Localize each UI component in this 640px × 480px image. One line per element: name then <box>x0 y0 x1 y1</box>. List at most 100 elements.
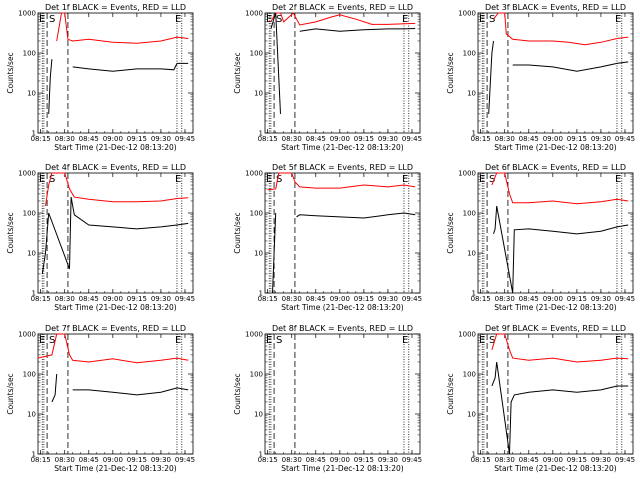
panel-3: Det 3f BLACK = Events, RED = LLD 1 10 100 10… <box>446 3 635 152</box>
marker-e-end: E <box>615 14 621 25</box>
y-tick-label: 1 <box>32 130 36 138</box>
y-tick-label: 1000 <box>245 170 263 178</box>
series-lld <box>493 12 629 46</box>
x-tick-label: 09:30 <box>151 295 171 303</box>
y-axis-label: Counts/sec <box>446 212 455 253</box>
marker-s: S <box>276 174 282 185</box>
marker-e-end: E <box>402 174 408 185</box>
marker-e: E <box>266 174 272 185</box>
x-tick-label: 09:15 <box>354 456 374 464</box>
marker-s: S <box>489 335 495 346</box>
y-tick-label: 1000 <box>245 10 263 18</box>
x-tick-label: 09:45 <box>615 295 635 303</box>
x-tick-label: 09:00 <box>543 456 563 464</box>
x-tick-label: 08:45 <box>306 295 326 303</box>
y-tick-label: 100 <box>463 371 476 379</box>
x-axis-label: Start Time (21-Dec-12 08:13:20) <box>54 143 176 152</box>
x-axis-label: Start Time (21-Dec-12 08:13:20) <box>54 303 176 312</box>
series-events <box>48 59 189 114</box>
panel-5: Det 5f BLACK = Events, RED = LLD 1 10 100 10… <box>233 163 422 312</box>
x-tick-label: 09:00 <box>330 135 350 143</box>
plot-frame <box>37 333 194 455</box>
y-tick-label: 10 <box>467 90 476 98</box>
marker-s: S <box>49 174 55 185</box>
plot-frame <box>264 172 421 294</box>
plot-frame <box>477 12 634 134</box>
x-tick-label: 08:45 <box>519 135 539 143</box>
series-events <box>270 12 416 114</box>
x-tick-label: 08:30 <box>282 456 302 464</box>
plot-frame <box>37 172 194 294</box>
x-tick-label: 08:30 <box>282 135 302 143</box>
x-tick-label: 08:15 <box>31 135 51 143</box>
marker-e-end: E <box>175 174 181 185</box>
y-tick-label: 100 <box>463 210 476 218</box>
series-lld <box>37 333 189 364</box>
y-tick-label: 100 <box>250 371 263 379</box>
panel-title: Det 3f BLACK = Events, RED = LLD <box>485 3 626 12</box>
x-tick-label: 08:15 <box>471 295 491 303</box>
y-tick-label: 1 <box>472 130 476 138</box>
marker-s: S <box>49 14 55 25</box>
plot-frame <box>37 12 194 134</box>
x-tick-label: 09:15 <box>127 135 147 143</box>
panel-title: Det 1f BLACK = Events, RED = LLD <box>45 3 186 12</box>
x-tick-label: 09:45 <box>175 456 195 464</box>
x-axis-label: Start Time (21-Dec-12 08:13:20) <box>281 143 403 152</box>
x-tick-label: 08:45 <box>519 295 539 303</box>
marker-s: S <box>489 174 495 185</box>
x-tick-label: 08:45 <box>306 456 326 464</box>
y-tick-label: 1000 <box>458 170 476 178</box>
x-tick-label: 08:45 <box>79 456 99 464</box>
x-tick-label: 09:00 <box>103 135 123 143</box>
x-tick-label: 09:15 <box>127 295 147 303</box>
x-tick-label: 08:15 <box>258 456 278 464</box>
x-tick-label: 09:30 <box>591 135 611 143</box>
y-tick-label: 10 <box>467 411 476 419</box>
y-tick-label: 100 <box>463 50 476 58</box>
y-tick-label: 1000 <box>18 10 36 18</box>
x-tick-label: 09:45 <box>402 295 422 303</box>
panel-title: Det 4f BLACK = Events, RED = LLD <box>45 163 186 172</box>
panel-4: Det 4f BLACK = Events, RED = LLD 1 10 100 10… <box>6 163 195 312</box>
x-tick-label: 09:45 <box>175 295 195 303</box>
series-events <box>41 197 189 274</box>
x-tick-label: 09:45 <box>615 456 635 464</box>
series-events <box>272 212 416 294</box>
x-tick-label: 09:30 <box>378 295 398 303</box>
marker-e-end: E <box>615 174 621 185</box>
x-tick-label: 09:30 <box>591 456 611 464</box>
series-lld <box>491 333 629 363</box>
x-tick-label: 09:00 <box>330 295 350 303</box>
y-axis-label: Counts/sec <box>446 52 455 93</box>
x-axis-label: Start Time (21-Dec-12 08:13:20) <box>494 143 616 152</box>
plot-frame <box>477 333 634 455</box>
x-tick-label: 09:45 <box>402 135 422 143</box>
x-axis-label: Start Time (21-Dec-12 08:13:20) <box>281 464 403 473</box>
y-tick-label: 1 <box>32 451 36 459</box>
marker-e-end: E <box>175 335 181 346</box>
y-tick-label: 1000 <box>18 331 36 339</box>
x-tick-label: 08:30 <box>495 295 515 303</box>
marker-e: E <box>39 335 45 346</box>
x-tick-label: 08:30 <box>495 135 515 143</box>
y-tick-label: 10 <box>27 250 36 258</box>
x-tick-label: 08:30 <box>495 456 515 464</box>
marker-s: S <box>489 14 495 25</box>
panel-8: Det 8f BLACK = Events, RED = LLD 1 10 100 10… <box>233 324 422 473</box>
y-tick-label: 1 <box>259 290 263 298</box>
x-tick-label: 08:15 <box>471 456 491 464</box>
y-tick-label: 1 <box>32 290 36 298</box>
panel-title: Det 6f BLACK = Events, RED = LLD <box>485 163 626 172</box>
x-tick-label: 08:30 <box>55 135 75 143</box>
x-tick-label: 08:30 <box>55 295 75 303</box>
series-events <box>493 205 629 294</box>
y-tick-label: 1 <box>259 451 263 459</box>
y-tick-label: 100 <box>23 50 36 58</box>
y-axis-label: Counts/sec <box>233 373 242 414</box>
x-tick-label: 09:15 <box>354 135 374 143</box>
y-axis-label: Counts/sec <box>233 212 242 253</box>
series-lld <box>270 12 416 26</box>
x-tick-label: 08:15 <box>31 295 51 303</box>
